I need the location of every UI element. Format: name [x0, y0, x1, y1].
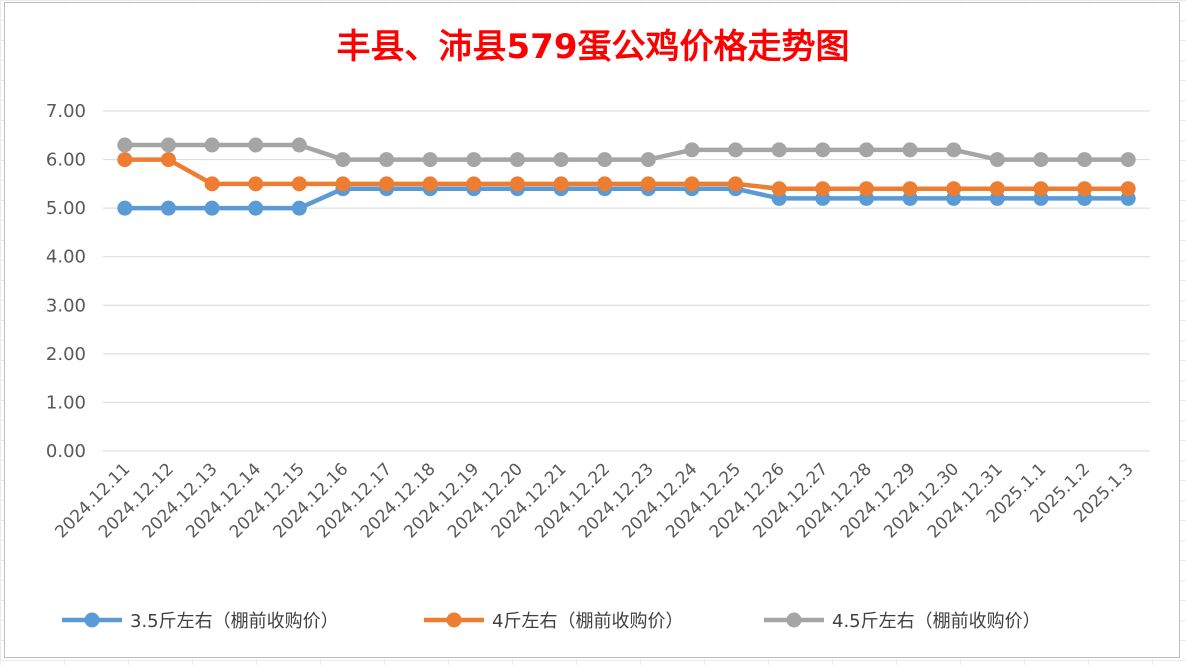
legend[interactable]: 3.5斤左右（棚前收购价） 4斤左右（棚前收购价） 4.5斤左右（棚前收购价）	[62, 611, 1041, 632]
data-point[interactable]	[1120, 152, 1136, 168]
legend-label: 4.5斤左右（棚前收购价）	[832, 611, 1041, 632]
data-point[interactable]	[640, 176, 656, 192]
legend-marker	[84, 612, 100, 628]
data-point[interactable]	[204, 137, 220, 153]
y-tick-label: 1.00	[46, 392, 86, 413]
y-tick-label: 3.00	[46, 295, 86, 316]
x-axis-ticks: 2024.12.112024.12.122024.12.132024.12.14…	[51, 459, 1137, 542]
data-point[interactable]	[117, 152, 133, 168]
data-point[interactable]	[728, 142, 744, 158]
data-point[interactable]	[379, 152, 395, 168]
data-point[interactable]	[902, 181, 918, 197]
chart-title: 丰县、沛县579蛋公鸡价格走势图	[337, 27, 850, 67]
data-point[interactable]	[291, 137, 307, 153]
data-point[interactable]	[771, 142, 787, 158]
data-point[interactable]	[989, 152, 1005, 168]
data-point[interactable]	[902, 142, 918, 158]
data-point[interactable]	[291, 176, 307, 192]
data-point[interactable]	[117, 200, 133, 216]
series-line[interactable]	[124, 186, 1129, 211]
legend-marker	[446, 612, 462, 628]
data-point[interactable]	[509, 152, 525, 168]
y-tick-label: 5.00	[46, 198, 86, 219]
data-point[interactable]	[815, 142, 831, 158]
data-point[interactable]	[771, 181, 787, 197]
data-point[interactable]	[1077, 181, 1093, 197]
data-point[interactable]	[597, 176, 613, 192]
data-point[interactable]	[946, 181, 962, 197]
data-point[interactable]	[858, 142, 874, 158]
data-point[interactable]	[422, 176, 438, 192]
y-tick-label: 7.00	[46, 101, 86, 122]
data-point[interactable]	[248, 200, 264, 216]
y-tick-label: 2.00	[46, 344, 86, 365]
data-point[interactable]	[640, 152, 656, 168]
data-point[interactable]	[422, 152, 438, 168]
data-point[interactable]	[1033, 152, 1049, 168]
data-point[interactable]	[509, 176, 525, 192]
data-point[interactable]	[597, 152, 613, 168]
data-point[interactable]	[1077, 152, 1093, 168]
data-point[interactable]	[248, 176, 264, 192]
series-line[interactable]	[124, 142, 1129, 162]
data-point[interactable]	[379, 176, 395, 192]
data-point[interactable]	[553, 176, 569, 192]
data-point[interactable]	[815, 181, 831, 197]
data-point[interactable]	[291, 200, 307, 216]
legend-label: 3.5斤左右（棚前收购价）	[130, 611, 339, 632]
data-point[interactable]	[684, 142, 700, 158]
data-point[interactable]	[1120, 181, 1136, 197]
data-point[interactable]	[858, 181, 874, 197]
data-point[interactable]	[335, 152, 351, 168]
y-axis-ticks: 0.00 1.00 2.00 3.00 4.00 5.00 6.00 7.00	[46, 101, 86, 462]
data-point[interactable]	[989, 181, 1005, 197]
series-line[interactable]	[124, 157, 1129, 191]
data-point[interactable]	[117, 137, 133, 153]
data-point[interactable]	[160, 200, 176, 216]
series-3[interactable]	[117, 137, 1136, 168]
y-tick-label: 6.00	[46, 150, 86, 171]
data-point[interactable]	[204, 200, 220, 216]
legend-marker	[786, 612, 802, 628]
data-point[interactable]	[728, 176, 744, 192]
data-point[interactable]	[248, 137, 264, 153]
series-2[interactable]	[117, 152, 1136, 197]
legend-entry[interactable]: 3.5斤左右（棚前收购价）	[62, 611, 339, 632]
legend-label: 4斤左右（棚前收购价）	[492, 611, 683, 632]
y-tick-label: 4.00	[46, 247, 86, 268]
data-point[interactable]	[204, 176, 220, 192]
data-point[interactable]	[553, 152, 569, 168]
series-1[interactable]	[117, 181, 1136, 216]
data-point[interactable]	[946, 142, 962, 158]
data-point[interactable]	[335, 176, 351, 192]
data-point[interactable]	[160, 152, 176, 168]
legend-entry[interactable]: 4斤左右（棚前收购价）	[424, 611, 683, 632]
data-point[interactable]	[1033, 181, 1049, 197]
y-tick-label: 0.00	[46, 441, 86, 462]
legend-entry[interactable]: 4.5斤左右（棚前收购价）	[764, 611, 1041, 632]
data-point[interactable]	[466, 152, 482, 168]
data-point[interactable]	[684, 176, 700, 192]
data-point[interactable]	[466, 176, 482, 192]
data-point[interactable]	[160, 137, 176, 153]
series-group	[117, 137, 1136, 216]
